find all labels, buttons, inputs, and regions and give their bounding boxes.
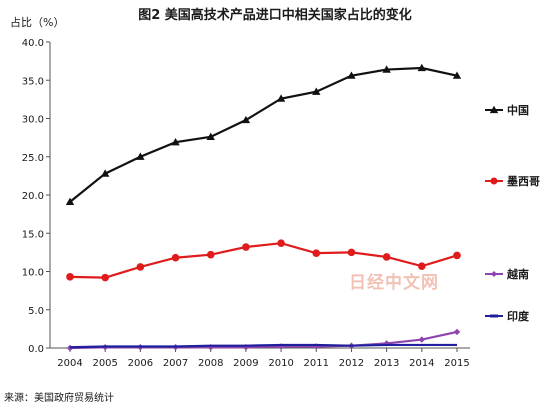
y-axis-label: 占比（%） <box>10 16 65 29</box>
axes: 0.0 5.0 10.0 15.0 20.0 25.0 30.0 35.0 40.0 2004 20… <box>22 38 470 369</box>
data-point <box>65 197 75 206</box>
x-tick-label: 2004 <box>57 358 82 369</box>
x-tick-label: 2010 <box>268 358 293 369</box>
data-point <box>242 243 250 251</box>
legend-item-中国: 中国 <box>485 103 529 117</box>
data-point <box>417 63 427 72</box>
series-line <box>69 343 457 349</box>
data-point <box>489 105 499 114</box>
data-point <box>312 87 321 95</box>
legend-label: 越南 <box>506 267 529 281</box>
data-point <box>101 273 109 282</box>
watermark: 日经中文网 <box>349 273 439 293</box>
data-point <box>100 169 110 177</box>
y-tick-label: 10.0 <box>22 268 44 279</box>
series-印度 <box>69 343 457 349</box>
data-point <box>453 251 461 260</box>
legend-label: 印度 <box>507 309 530 323</box>
legend-label: 墨西哥 <box>507 175 540 188</box>
y-tick-label: 0.0 <box>28 344 44 355</box>
y-tick-label: 15.0 <box>22 229 44 240</box>
data-point <box>418 262 426 270</box>
y-tick-label: 40.0 <box>22 38 44 49</box>
x-tick-label: 2008 <box>198 358 223 369</box>
legend-item-越南: 越南 <box>485 267 529 281</box>
data-point <box>241 115 251 124</box>
chart-title: 图2 美国高技术产品进口中相关国家占比的变化 <box>138 8 412 23</box>
data-point <box>347 248 356 257</box>
x-tick-label: 2013 <box>374 358 399 369</box>
x-tick-label: 2014 <box>409 358 434 369</box>
data-point <box>277 239 285 247</box>
legend-item-印度: 印度 <box>485 309 530 323</box>
data-point <box>66 273 74 281</box>
data-point <box>347 71 356 79</box>
data-point <box>136 152 145 160</box>
data-point <box>136 263 145 271</box>
data-point <box>312 249 321 257</box>
x-tick-label: 2006 <box>128 358 153 369</box>
x-tick-label: 2009 <box>233 358 258 369</box>
legend-item-墨西哥: 墨西哥 <box>485 175 540 188</box>
series-line <box>69 242 458 279</box>
data-point <box>206 250 215 259</box>
data-point <box>490 314 498 318</box>
data-point <box>490 177 498 185</box>
data-point <box>171 138 180 146</box>
legend-label: 中国 <box>507 103 529 117</box>
y-tick-label: 5.0 <box>28 306 44 317</box>
data-point <box>171 253 180 262</box>
data-point <box>382 253 391 261</box>
source-note: 来源：美国政府贸易统计 <box>4 393 114 404</box>
series-中国 <box>65 63 462 206</box>
y-tick-label: 20.0 <box>22 191 44 202</box>
x-tick-label: 2011 <box>304 358 329 369</box>
series-layer <box>65 63 462 352</box>
x-tick-label: 2015 <box>444 358 469 369</box>
x-tick-label: 2005 <box>92 358 117 369</box>
x-tick-label: 2007 <box>163 358 188 369</box>
y-tick-label: 35.0 <box>22 76 44 87</box>
series-line <box>69 66 458 203</box>
y-tick-label: 25.0 <box>22 153 44 164</box>
data-point <box>453 328 461 336</box>
x-tick-label: 2012 <box>339 358 364 369</box>
data-point <box>206 132 215 141</box>
data-point <box>382 65 391 73</box>
data-point <box>452 71 462 79</box>
data-point <box>276 94 286 102</box>
series-墨西哥 <box>66 239 461 282</box>
data-point <box>491 271 497 277</box>
data-point <box>418 336 426 343</box>
y-tick-label: 30.0 <box>22 115 44 126</box>
